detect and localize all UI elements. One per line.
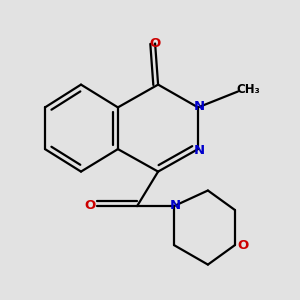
Text: N: N — [194, 100, 205, 113]
Text: N: N — [194, 143, 205, 157]
Text: N: N — [169, 199, 181, 212]
Text: O: O — [149, 37, 161, 50]
Text: O: O — [85, 199, 96, 212]
Text: O: O — [237, 238, 248, 252]
Text: CH₃: CH₃ — [236, 83, 260, 96]
